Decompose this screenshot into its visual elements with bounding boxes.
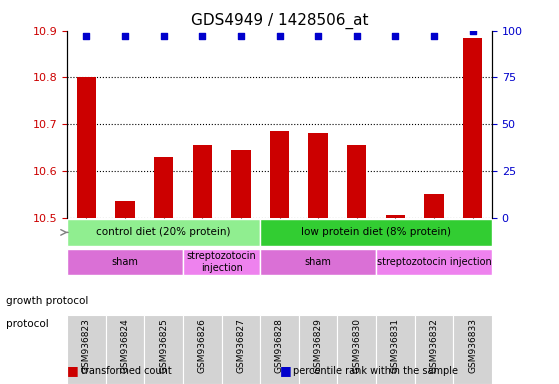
FancyBboxPatch shape	[260, 315, 299, 384]
Text: GSM936823: GSM936823	[82, 318, 91, 373]
Point	[82, 33, 91, 40]
Text: ■: ■	[67, 364, 79, 377]
Text: growth protocol: growth protocol	[6, 296, 88, 306]
FancyBboxPatch shape	[106, 315, 144, 384]
Point	[236, 33, 245, 40]
Text: streptozotocin
injection: streptozotocin injection	[187, 251, 257, 273]
Text: GSM936829: GSM936829	[314, 318, 323, 373]
Text: streptozotocin injection: streptozotocin injection	[377, 257, 491, 267]
FancyBboxPatch shape	[453, 315, 492, 384]
FancyBboxPatch shape	[183, 248, 260, 275]
Text: sham: sham	[305, 257, 331, 267]
Point	[391, 33, 400, 40]
FancyBboxPatch shape	[144, 315, 183, 384]
Title: GDS4949 / 1428506_at: GDS4949 / 1428506_at	[191, 13, 368, 29]
FancyBboxPatch shape	[67, 315, 106, 384]
Text: GSM936831: GSM936831	[391, 318, 400, 373]
Bar	[463, 38, 482, 218]
Text: control diet (20% protein): control diet (20% protein)	[96, 227, 231, 237]
Bar	[115, 201, 135, 218]
Point	[121, 33, 130, 40]
FancyBboxPatch shape	[376, 315, 415, 384]
Point	[159, 33, 168, 40]
Bar	[193, 145, 212, 218]
FancyBboxPatch shape	[415, 315, 453, 384]
Bar	[270, 131, 289, 218]
Bar	[386, 215, 405, 218]
Text: percentile rank within the sample: percentile rank within the sample	[293, 366, 458, 376]
FancyBboxPatch shape	[67, 248, 183, 275]
Text: GSM936828: GSM936828	[275, 318, 284, 373]
Point	[275, 33, 284, 40]
FancyBboxPatch shape	[221, 315, 260, 384]
Bar	[77, 78, 96, 218]
Text: ■: ■	[280, 364, 291, 377]
Text: GSM936824: GSM936824	[121, 318, 130, 373]
Text: GSM936827: GSM936827	[236, 318, 245, 373]
FancyBboxPatch shape	[67, 219, 260, 246]
FancyBboxPatch shape	[338, 315, 376, 384]
Point	[468, 28, 477, 34]
Text: GSM936832: GSM936832	[429, 318, 438, 373]
Text: sham: sham	[112, 257, 139, 267]
Bar	[154, 157, 173, 218]
FancyBboxPatch shape	[376, 248, 492, 275]
Point	[198, 33, 207, 40]
Text: GSM936830: GSM936830	[352, 318, 361, 373]
Bar	[309, 132, 328, 218]
Text: GSM936833: GSM936833	[468, 318, 477, 373]
Text: GSM936825: GSM936825	[159, 318, 168, 373]
Bar	[347, 145, 366, 218]
FancyBboxPatch shape	[183, 315, 221, 384]
FancyBboxPatch shape	[260, 219, 492, 246]
Bar	[424, 194, 444, 218]
Point	[314, 33, 323, 40]
Bar	[231, 150, 250, 218]
Point	[429, 33, 438, 40]
Text: GSM936826: GSM936826	[198, 318, 207, 373]
Text: low protein diet (8% protein): low protein diet (8% protein)	[301, 227, 451, 237]
FancyBboxPatch shape	[299, 315, 338, 384]
Text: transformed count: transformed count	[81, 366, 172, 376]
FancyBboxPatch shape	[260, 248, 376, 275]
Point	[352, 33, 361, 40]
Text: protocol: protocol	[6, 319, 48, 329]
